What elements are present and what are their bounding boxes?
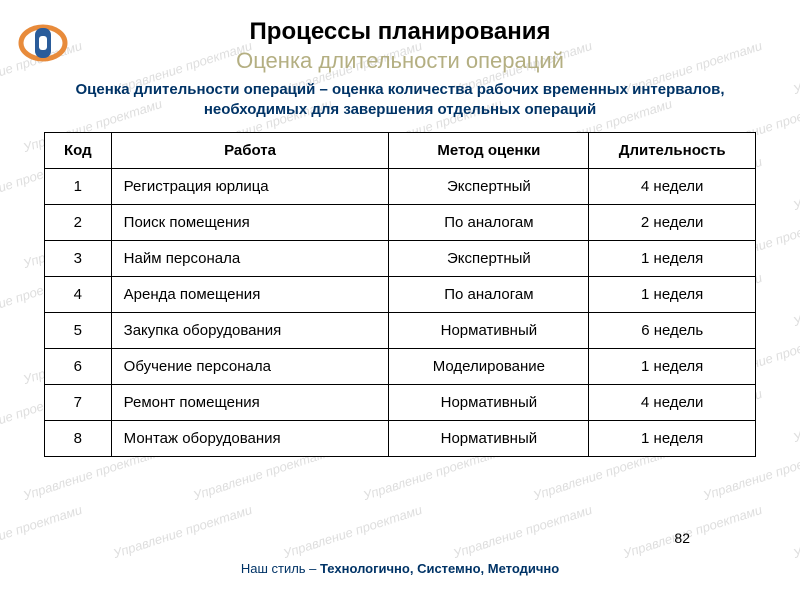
cell-duration: 1 неделя xyxy=(589,421,756,457)
slide-content: Процессы планирования Оценка длительност… xyxy=(0,0,800,600)
cell-code: 6 xyxy=(45,349,112,385)
col-header-work: Работа xyxy=(111,133,389,169)
col-header-code: Код xyxy=(45,133,112,169)
cell-code: 2 xyxy=(45,205,112,241)
cell-method: Экспертный xyxy=(389,241,589,277)
cell-duration: 1 неделя xyxy=(589,241,756,277)
cell-method: Нормативный xyxy=(389,421,589,457)
cell-code: 3 xyxy=(45,241,112,277)
footer-text: Наш стиль – Технологично, Системно, Мето… xyxy=(0,561,800,576)
table-row: 5Закупка оборудованияНормативный6 недель xyxy=(45,313,756,349)
cell-work: Найм персонала xyxy=(111,241,389,277)
cell-duration: 6 недель xyxy=(589,313,756,349)
cell-duration: 4 недели xyxy=(589,385,756,421)
operations-table-wrap: Код Работа Метод оценки Длительность 1Ре… xyxy=(44,132,756,457)
table-row: 1Регистрация юрлицаЭкспертный4 недели xyxy=(45,169,756,205)
cell-duration: 1 неделя xyxy=(589,277,756,313)
cell-method: По аналогам xyxy=(389,205,589,241)
cell-work: Обучение персонала xyxy=(111,349,389,385)
table-row: 8Монтаж оборудованияНормативный1 неделя xyxy=(45,421,756,457)
table-header-row: Код Работа Метод оценки Длительность xyxy=(45,133,756,169)
col-header-method: Метод оценки xyxy=(389,133,589,169)
table-row: 4Аренда помещенияПо аналогам1 неделя xyxy=(45,277,756,313)
cell-duration: 4 недели xyxy=(589,169,756,205)
cell-method: Экспертный xyxy=(389,169,589,205)
cell-code: 5 xyxy=(45,313,112,349)
cell-work: Поиск помещения xyxy=(111,205,389,241)
table-row: 7Ремонт помещенияНормативный4 недели xyxy=(45,385,756,421)
col-header-duration: Длительность xyxy=(589,133,756,169)
cell-method: По аналогам xyxy=(389,277,589,313)
description-text: Оценка длительности операций – оценка ко… xyxy=(60,80,740,121)
page-number: 82 xyxy=(674,530,690,546)
cell-work: Ремонт помещения xyxy=(111,385,389,421)
page-subtitle: Оценка длительности операций xyxy=(0,48,800,74)
cell-work: Закупка оборудования xyxy=(111,313,389,349)
table-row: 2Поиск помещенияПо аналогам2 недели xyxy=(45,205,756,241)
cell-code: 4 xyxy=(45,277,112,313)
cell-method: Моделирование xyxy=(389,349,589,385)
cell-code: 1 xyxy=(45,169,112,205)
cell-work: Монтаж оборудования xyxy=(111,421,389,457)
title-block: Процессы планирования Оценка длительност… xyxy=(0,18,800,74)
operations-table: Код Работа Метод оценки Длительность 1Ре… xyxy=(44,132,756,457)
cell-method: Нормативный xyxy=(389,313,589,349)
cell-code: 8 xyxy=(45,421,112,457)
cell-method: Нормативный xyxy=(389,385,589,421)
footer-bold: Технологично, Системно, Методично xyxy=(320,561,559,576)
cell-duration: 1 неделя xyxy=(589,349,756,385)
cell-code: 7 xyxy=(45,385,112,421)
table-row: 6Обучение персоналаМоделирование1 неделя xyxy=(45,349,756,385)
cell-work: Аренда помещения xyxy=(111,277,389,313)
footer-prefix: Наш стиль – xyxy=(241,561,320,576)
cell-work: Регистрация юрлица xyxy=(111,169,389,205)
cell-duration: 2 недели xyxy=(589,205,756,241)
page-title: Процессы планирования xyxy=(0,18,800,46)
table-row: 3Найм персоналаЭкспертный1 неделя xyxy=(45,241,756,277)
